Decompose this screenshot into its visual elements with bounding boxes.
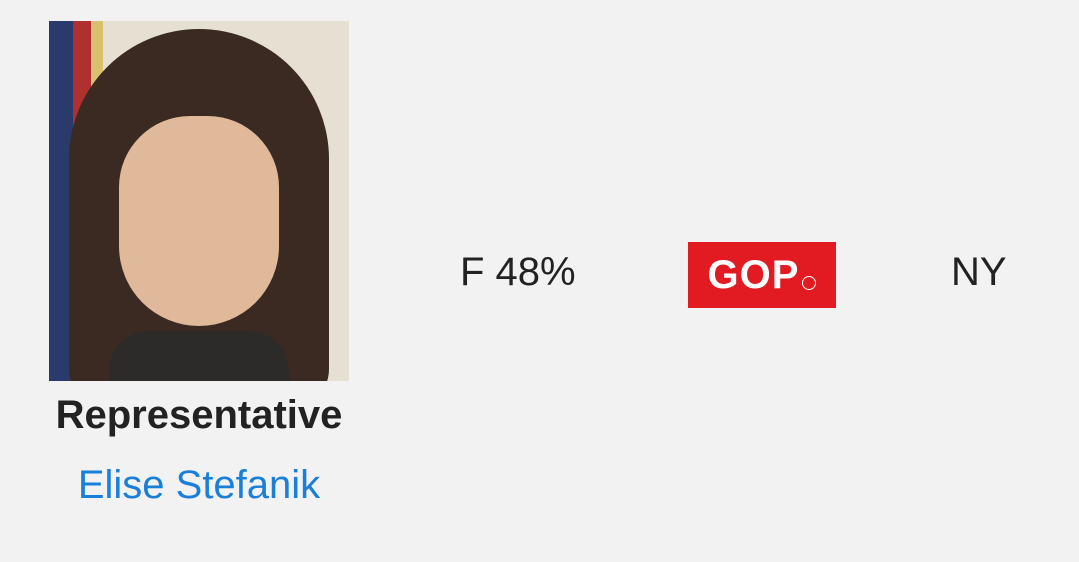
member-score: F 48% (460, 250, 576, 294)
member-photo (49, 21, 349, 381)
party-label: GOP (707, 252, 800, 297)
member-name-link[interactable]: Elise Stefanik (77, 463, 321, 507)
elephant-icon (802, 276, 817, 290)
member-state: NY (951, 250, 1007, 294)
member-title: Representative (55, 393, 343, 437)
party-badge: GOP (688, 242, 836, 308)
